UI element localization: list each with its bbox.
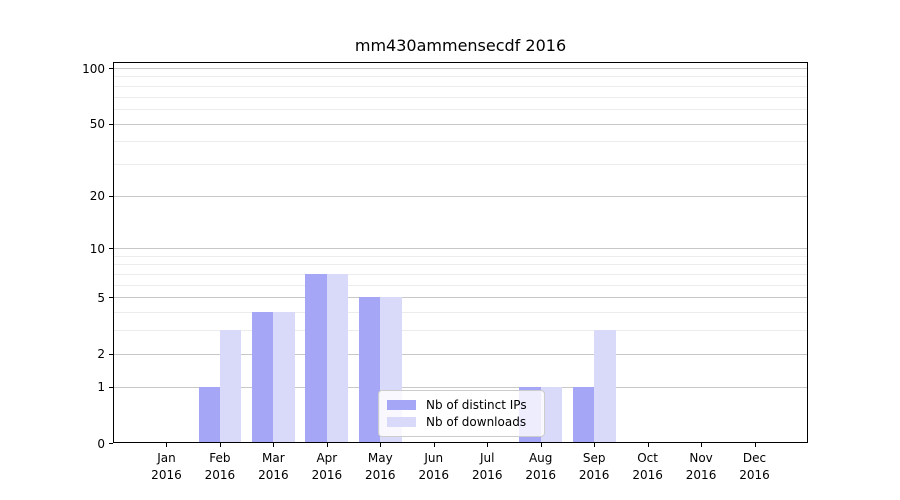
bar-apr-downloads [326, 274, 349, 443]
minor-gridline [113, 274, 808, 276]
bar-apr-distinct-ips [305, 274, 327, 443]
legend-row: Nb of downloads [387, 415, 536, 429]
y-tick-mark [109, 248, 113, 250]
legend-label: Nb of downloads [426, 415, 527, 430]
x-tick-label: Sep 2016 [578, 451, 610, 482]
minor-gridline [113, 163, 808, 165]
minor-gridline [113, 264, 808, 266]
y-tick-label: 2 [97, 347, 105, 362]
minor-gridline [113, 76, 808, 78]
x-tick-mark [380, 443, 382, 447]
legend-row: Nb of distinct IPs [387, 398, 536, 412]
chart-legend: Nb of distinct IPs Nb of downloads [378, 390, 545, 437]
y-tick-mark [109, 353, 113, 355]
minor-gridline [113, 85, 808, 87]
bar-may-distinct-ips [358, 297, 381, 443]
x-tick-label: Aug 2016 [525, 451, 556, 482]
x-tick-mark [754, 443, 756, 447]
bar-feb-downloads [219, 330, 242, 443]
major-gridline [113, 386, 808, 388]
y-tick-label: 10 [89, 241, 105, 256]
x-tick-mark [701, 443, 703, 447]
major-gridline [113, 297, 808, 299]
x-tick-mark [487, 443, 489, 447]
minor-gridline [113, 96, 808, 98]
bar-mar-distinct-ips [252, 312, 274, 443]
minor-gridline [113, 255, 808, 257]
legend-swatch [387, 399, 416, 410]
y-tick-label: 0 [97, 436, 105, 451]
x-tick-label: Nov 2016 [685, 451, 717, 482]
bar-mar-downloads [273, 312, 295, 443]
bar-sep-distinct-ips [572, 386, 595, 443]
major-gridline [113, 248, 808, 250]
minor-gridline [113, 312, 808, 314]
x-tick-mark [594, 443, 596, 447]
major-gridline [113, 123, 808, 125]
minor-gridline [113, 330, 808, 332]
bar-aug-downloads [540, 386, 563, 443]
major-gridline [113, 68, 808, 69]
x-tick-mark [273, 443, 275, 447]
x-tick-label: Apr 2016 [311, 451, 343, 482]
x-tick-label: Jul 2016 [471, 451, 503, 482]
y-tick-mark [109, 123, 113, 125]
y-tick-mark [109, 386, 113, 388]
legend-label: Nb of distinct IPs [426, 397, 527, 412]
minor-gridline [113, 141, 808, 143]
x-tick-mark [647, 443, 649, 447]
y-tick-label: 20 [89, 189, 105, 204]
y-tick-label: 1 [97, 380, 105, 395]
x-tick-mark [326, 443, 328, 447]
x-tick-mark [540, 443, 542, 447]
x-tick-label: Jan 2016 [151, 451, 182, 482]
y-tick-mark [109, 443, 113, 444]
legend-swatch [387, 417, 416, 428]
x-tick-mark [433, 443, 435, 447]
x-tick-mark [166, 443, 168, 447]
x-tick-mark [219, 443, 221, 447]
bar-feb-distinct-ips [198, 386, 220, 443]
x-tick-label: Jun 2016 [418, 451, 450, 482]
y-tick-label: 50 [89, 117, 105, 132]
y-tick-mark [109, 68, 113, 69]
x-tick-label: May 2016 [365, 451, 396, 482]
y-tick-label: 5 [97, 290, 105, 305]
x-tick-label: Mar 2016 [258, 451, 289, 482]
major-gridline [113, 195, 808, 197]
minor-gridline [113, 284, 808, 286]
x-tick-label: Feb 2016 [204, 451, 236, 482]
major-gridline [113, 353, 808, 355]
chart-title: mm430ammensecdf 2016 [354, 36, 567, 55]
y-tick-label: 100 [82, 61, 105, 76]
bar-sep-downloads [594, 330, 616, 443]
y-tick-mark [109, 195, 113, 197]
x-tick-label: Dec 2016 [739, 451, 770, 482]
y-tick-mark [109, 297, 113, 299]
minor-gridline [113, 108, 808, 110]
x-tick-label: Oct 2016 [632, 451, 663, 482]
